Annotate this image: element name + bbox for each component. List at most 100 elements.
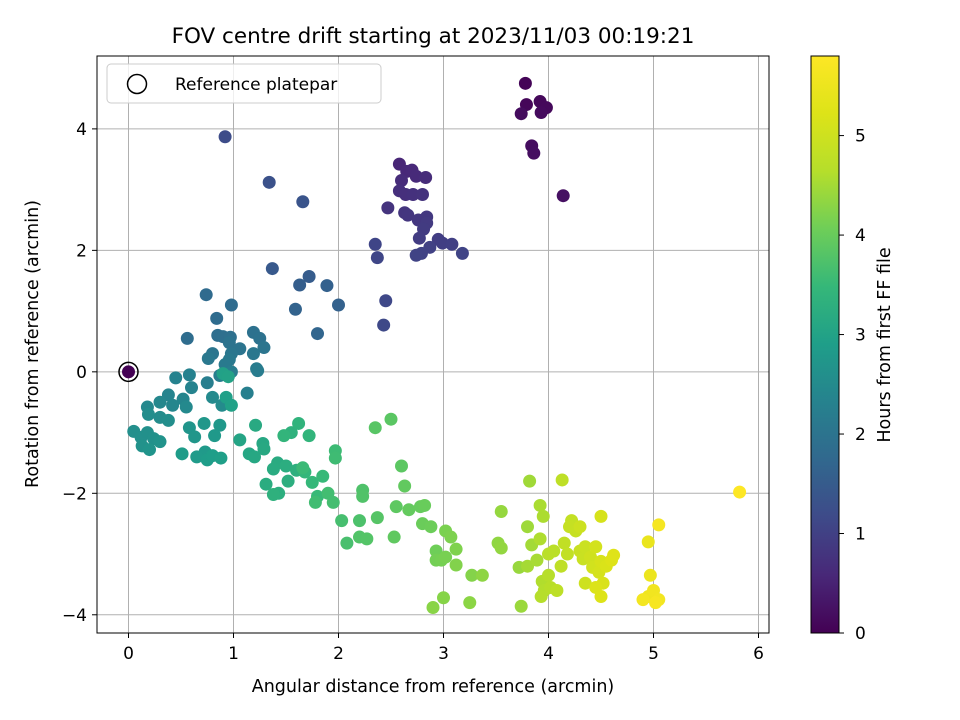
data-point	[578, 576, 592, 590]
data-point	[141, 407, 155, 421]
data-point	[533, 532, 547, 546]
plot-background	[97, 56, 769, 633]
x-tick-label: 2	[333, 644, 344, 664]
data-point	[353, 514, 366, 528]
data-point	[381, 201, 395, 215]
data-point	[536, 509, 550, 523]
data-point	[143, 443, 156, 457]
data-point	[589, 540, 603, 554]
data-point	[412, 231, 426, 245]
reference-point	[122, 365, 135, 379]
data-point	[527, 146, 541, 160]
data-point	[409, 248, 423, 262]
data-point	[521, 520, 534, 534]
data-point	[169, 371, 183, 385]
data-point	[395, 459, 408, 473]
data-point	[643, 568, 657, 582]
x-tick-label: 0	[123, 644, 134, 664]
data-point	[251, 364, 265, 378]
x-tick-label: 5	[648, 644, 659, 664]
data-point	[213, 418, 227, 432]
x-tick-label: 3	[438, 644, 449, 664]
data-point	[257, 442, 271, 456]
data-point	[533, 498, 547, 512]
data-point	[494, 505, 508, 519]
data-point	[652, 518, 666, 532]
data-point	[523, 474, 537, 488]
data-point	[266, 462, 280, 476]
colorbar-tick-label: 2	[855, 425, 866, 445]
data-point	[530, 553, 544, 567]
data-point	[292, 416, 306, 430]
data-point	[153, 395, 167, 409]
data-point	[240, 386, 254, 400]
data-point	[277, 429, 291, 443]
colorbar-tick-label: 5	[855, 127, 866, 147]
data-point	[214, 451, 228, 465]
data-point	[201, 351, 215, 365]
data-point	[153, 435, 167, 449]
data-point	[257, 341, 271, 355]
data-point	[534, 590, 548, 604]
data-point	[308, 495, 322, 509]
y-tick-label: 2	[76, 241, 87, 261]
data-point	[439, 550, 453, 564]
data-point	[175, 447, 189, 461]
data-point	[370, 251, 384, 265]
data-point	[594, 509, 608, 523]
data-point	[649, 596, 663, 610]
colorbar-ticks: 0 1 2 3 4 5	[839, 127, 866, 644]
data-point	[233, 433, 247, 447]
data-point	[379, 294, 393, 308]
data-point	[179, 400, 193, 414]
data-point	[340, 536, 354, 550]
data-point	[573, 520, 587, 534]
data-point	[182, 368, 196, 382]
colorbar-tick-label: 4	[855, 226, 866, 246]
data-point	[641, 535, 655, 549]
data-point	[210, 311, 224, 325]
data-point	[463, 596, 477, 610]
data-point	[550, 583, 564, 597]
data-point	[166, 398, 180, 412]
data-point	[281, 474, 295, 488]
data-point	[199, 288, 213, 302]
x-tick-label: 4	[543, 644, 554, 664]
data-point	[259, 477, 273, 491]
data-point	[246, 347, 260, 361]
data-point	[316, 469, 330, 483]
data-point	[449, 558, 463, 572]
data-point	[556, 189, 570, 203]
data-point	[398, 479, 412, 493]
data-point	[368, 237, 382, 251]
data-point	[435, 236, 449, 250]
legend-entry-reference-platepar: Reference platepar	[175, 75, 337, 95]
x-tick-label: 1	[228, 644, 239, 664]
data-point	[475, 568, 489, 582]
data-point	[494, 541, 508, 555]
data-point	[222, 336, 236, 350]
data-point	[547, 544, 561, 558]
data-point	[514, 107, 528, 121]
data-point	[409, 169, 423, 183]
data-point	[161, 388, 175, 402]
data-point	[465, 568, 479, 582]
data-point	[384, 412, 398, 426]
y-tick-label: −4	[62, 606, 87, 626]
data-point	[266, 488, 280, 502]
x-axis-ticks: 0 1 2 3 4 5 6	[123, 633, 764, 664]
chart-title: FOV centre drift starting at 2023/11/03 …	[172, 24, 695, 49]
data-point	[594, 590, 608, 604]
data-point	[206, 390, 219, 404]
data-point	[418, 498, 432, 512]
data-point	[578, 540, 592, 554]
reference-marker	[118, 361, 139, 383]
data-point	[395, 174, 408, 188]
data-point	[305, 475, 319, 489]
data-point	[449, 542, 463, 556]
data-point	[444, 530, 458, 544]
data-point	[248, 450, 261, 464]
data-point	[455, 246, 469, 260]
data-point	[185, 381, 198, 395]
